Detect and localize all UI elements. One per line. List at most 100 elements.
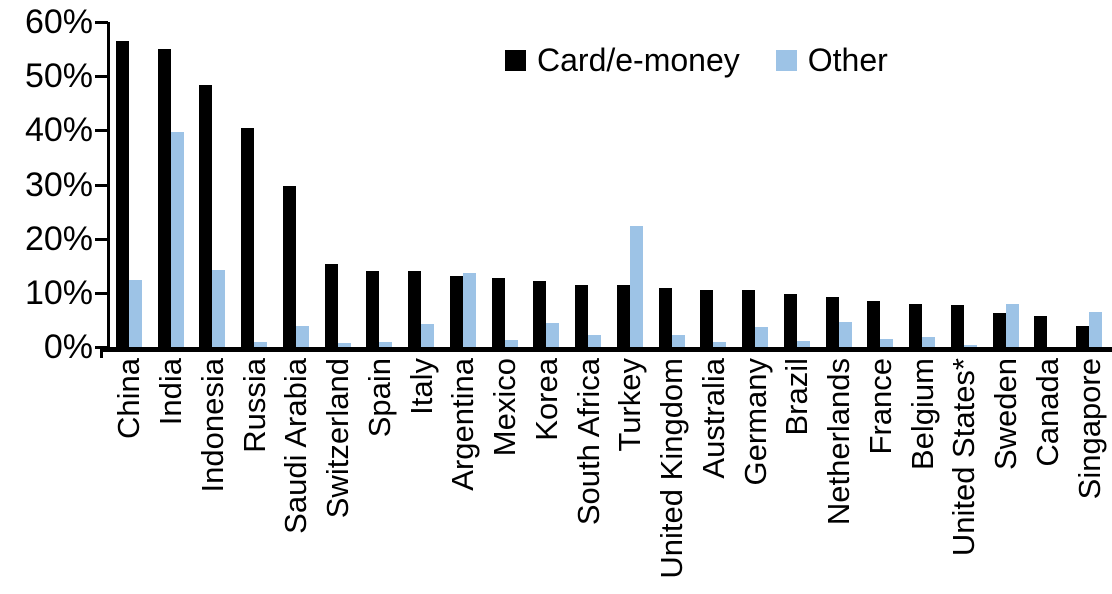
category-label: Indonesia	[194, 358, 230, 493]
bar-card-e-money	[282, 186, 296, 347]
category-band	[943, 22, 985, 347]
bar-other	[963, 345, 977, 347]
bar-other	[504, 340, 518, 347]
category-band	[1068, 22, 1110, 347]
bar-card-e-money	[783, 294, 797, 347]
bar-other	[588, 335, 602, 347]
y-tick-mark	[95, 346, 108, 349]
category-band	[108, 22, 150, 347]
category-label: Switzerland	[320, 358, 356, 519]
category-band	[651, 22, 693, 347]
bar-other	[671, 335, 685, 347]
category-band	[484, 22, 526, 347]
y-tick-mark	[95, 237, 108, 241]
bar-card-e-money	[491, 278, 505, 347]
bar-card-e-money	[324, 264, 338, 347]
category-label: Turkey	[612, 358, 648, 452]
category-band	[609, 22, 651, 347]
y-axis-label: 30%	[24, 165, 93, 204]
category-label: China	[111, 358, 147, 439]
legend-label-card-e-money: Card/e-money	[537, 42, 740, 78]
category-label-cell: Australia	[693, 358, 735, 594]
category-label-cell: Brazil	[776, 358, 818, 594]
category-band	[442, 22, 484, 347]
category-label-cell: China	[108, 358, 150, 594]
category-label-cell: France	[860, 358, 902, 594]
category-label-cell: Russia	[233, 358, 275, 594]
y-axis-label: 50%	[24, 57, 93, 96]
category-label-cell: Singapore	[1068, 358, 1110, 594]
category-label: Korea	[528, 358, 564, 441]
category-label: Australia	[695, 358, 731, 479]
bar-card-e-money	[366, 271, 380, 347]
bar-other	[838, 322, 852, 347]
y-tick-mark	[95, 129, 108, 133]
category-label: Brazil	[779, 358, 815, 436]
bar-other	[713, 342, 727, 347]
y-tick-mark	[95, 291, 108, 295]
category-label: United Kingdom	[654, 358, 690, 579]
category-label: United States*	[946, 358, 982, 557]
x-axis-left-tick	[100, 347, 103, 358]
y-tick-mark	[95, 183, 108, 187]
bar-card-e-money	[241, 128, 255, 347]
category-label-cell: India	[150, 358, 192, 594]
category-label-cell: Mexico	[484, 358, 526, 594]
x-axis-category-labels: China India Indonesia Russia Saudi Arabia Swi…	[108, 358, 1110, 594]
y-axis-label: 20%	[24, 219, 93, 258]
bar-other	[337, 343, 351, 347]
y-axis-label: 10%	[24, 273, 93, 312]
category-label: France	[862, 358, 898, 455]
bar-card-e-money	[199, 85, 213, 347]
category-label-cell: Turkey	[609, 358, 651, 594]
category-band	[818, 22, 860, 347]
category-band	[526, 22, 568, 347]
category-band	[400, 22, 442, 347]
bar-other	[922, 337, 936, 347]
category-label-cell: United States*	[943, 358, 985, 594]
bar-other	[254, 342, 268, 347]
y-axis-line	[107, 22, 110, 352]
category-band	[275, 22, 317, 347]
category-label: Argentina	[445, 358, 481, 491]
category-label-cell: Germany	[734, 358, 776, 594]
bar-other	[796, 341, 810, 347]
bar-other	[462, 273, 476, 347]
bar-other	[1005, 304, 1019, 347]
bar-card-e-money	[1076, 326, 1090, 347]
legend-swatch-other	[775, 49, 797, 71]
bar-other	[1089, 312, 1103, 347]
category-label-cell: Belgium	[901, 358, 943, 594]
category-band	[317, 22, 359, 347]
bar-other	[170, 132, 184, 347]
bar-card-e-money	[909, 304, 923, 347]
bar-card-e-money	[700, 290, 714, 347]
category-band	[985, 22, 1027, 347]
category-band	[901, 22, 943, 347]
bar-other	[755, 327, 769, 347]
category-band	[192, 22, 234, 347]
category-label: Sweden	[988, 358, 1024, 471]
category-label-cell: Korea	[526, 358, 568, 594]
bar-card-e-money	[867, 301, 881, 347]
bar-card-e-money	[742, 290, 756, 347]
bar-card-e-money	[575, 285, 589, 347]
category-band	[359, 22, 401, 347]
bar-other	[421, 324, 435, 347]
bar-card-e-money	[825, 297, 839, 347]
category-band	[1027, 22, 1069, 347]
category-label-cell: Canada	[1027, 358, 1069, 594]
plot-area	[108, 22, 1110, 347]
legend: Card/e-money Other	[505, 44, 888, 76]
category-label-cell: Netherlands	[818, 358, 860, 594]
category-label-cell: Argentina	[442, 358, 484, 594]
category-band	[734, 22, 776, 347]
category-label-cell: United Kingdom	[651, 358, 693, 594]
y-tick-mark	[95, 75, 108, 79]
legend-swatch-card-e-money	[505, 49, 526, 71]
category-band	[233, 22, 275, 347]
category-band	[693, 22, 735, 347]
category-label-cell: Switzerland	[317, 358, 359, 594]
bar-card-e-money	[992, 313, 1006, 347]
